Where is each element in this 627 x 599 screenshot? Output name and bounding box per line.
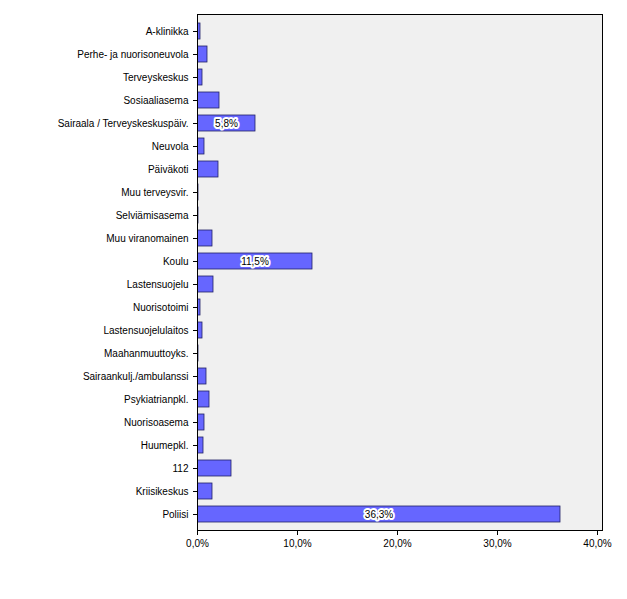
svg-text:A-klinikka: A-klinikka [146, 26, 189, 37]
svg-text:Koulu: Koulu [163, 256, 189, 267]
svg-text:0,0%: 0,0% [186, 538, 209, 549]
svg-text:Neuvola: Neuvola [152, 141, 189, 152]
svg-text:Maahanmuuttoyks.: Maahanmuuttoyks. [104, 348, 189, 359]
svg-text:Muu terveysvir.: Muu terveysvir. [121, 187, 188, 198]
svg-text:112: 112 [173, 463, 189, 474]
svg-text:Päiväkoti: Päiväkoti [148, 164, 189, 175]
svg-text:Poliisi: Poliisi [162, 509, 188, 520]
svg-text:Kriisikeskus: Kriisikeskus [136, 486, 189, 497]
svg-text:40,0%: 40,0% [583, 538, 611, 549]
svg-text:10,0%: 10,0% [283, 538, 311, 549]
svg-text:Lastensuojelu: Lastensuojelu [127, 279, 189, 290]
svg-text:Psykiatrianpkl.: Psykiatrianpkl. [124, 394, 188, 405]
svg-text:Nuorisoasema: Nuorisoasema [124, 417, 189, 428]
svg-text:Huumepkl.: Huumepkl. [141, 440, 189, 451]
svg-text:Selviämisasema: Selviämisasema [116, 210, 189, 221]
svg-text:36,3%: 36,3% [365, 509, 393, 520]
svg-text:11,5%: 11,5% [241, 256, 269, 267]
svg-text:30,0%: 30,0% [483, 538, 511, 549]
svg-text:Nuorisotoimi: Nuorisotoimi [133, 302, 189, 313]
svg-text:Sosiaaliasema: Sosiaaliasema [123, 95, 188, 106]
svg-text:20,0%: 20,0% [383, 538, 411, 549]
svg-text:Terveyskeskus: Terveyskeskus [123, 72, 189, 83]
svg-text:Lastensuojelulaitos: Lastensuojelulaitos [103, 325, 188, 336]
svg-text:Muu viranomainen: Muu viranomainen [106, 233, 188, 244]
svg-text:5,8%: 5,8% [215, 118, 238, 129]
svg-text:Sairaankulj./ambulanssi: Sairaankulj./ambulanssi [83, 371, 189, 382]
svg-text:Sairaala / Terveyskeskuspäiv.: Sairaala / Terveyskeskuspäiv. [58, 118, 189, 129]
svg-text:Perhe- ja nuorisoneuvola: Perhe- ja nuorisoneuvola [77, 49, 189, 60]
